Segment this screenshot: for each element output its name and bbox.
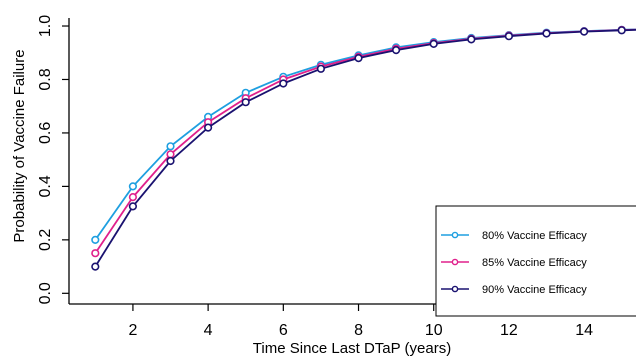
x-axis-title: Time Since Last DTaP (years) bbox=[253, 340, 451, 357]
y-tick-label: 0.0 bbox=[37, 282, 54, 304]
data-point bbox=[429, 39, 438, 49]
x-tick-label: 6 bbox=[279, 322, 288, 339]
y-tick-label: 0.6 bbox=[37, 122, 54, 144]
data-point bbox=[467, 35, 476, 44]
x-tick-label: 14 bbox=[575, 322, 593, 339]
legend-marker bbox=[451, 231, 459, 239]
y-tick-label: 0.8 bbox=[37, 68, 54, 90]
x-tick-label: 4 bbox=[204, 322, 213, 339]
data-point bbox=[166, 142, 175, 151]
legend-box bbox=[435, 205, 636, 317]
data-point bbox=[504, 32, 514, 41]
data-point bbox=[316, 64, 326, 73]
x-tick-label: 2 bbox=[128, 322, 137, 339]
y-tick-label: 0.4 bbox=[37, 175, 54, 197]
legend-entry-3: 90% Vaccine Efficacy bbox=[441, 284, 587, 296]
legend-label: 90% Vaccine Efficacy bbox=[482, 284, 587, 296]
legend-marker bbox=[451, 258, 459, 266]
data-point bbox=[91, 235, 100, 244]
series-layer bbox=[91, 25, 636, 271]
data-point bbox=[91, 249, 100, 258]
series-3 bbox=[91, 26, 636, 271]
y-tick-label: 1.0 bbox=[37, 15, 54, 37]
x-tick-label: 10 bbox=[425, 322, 443, 339]
data-point bbox=[579, 27, 589, 36]
legend-label: 80% Vaccine Efficacy bbox=[482, 230, 587, 242]
data-point bbox=[279, 79, 288, 88]
data-point bbox=[241, 98, 250, 107]
legend-entry-2: 85% Vaccine Efficacy bbox=[441, 257, 587, 269]
data-point bbox=[617, 26, 626, 35]
x-tick-label: 12 bbox=[500, 322, 518, 339]
legend-label: 85% Vaccine Efficacy bbox=[482, 257, 587, 269]
plot-area bbox=[91, 25, 636, 271]
series-line-3 bbox=[94, 28, 636, 268]
data-point bbox=[166, 156, 175, 166]
legend: 80% Vaccine Efficacy 85% Vaccine Efficacy… bbox=[435, 205, 636, 317]
legend-entry-1: 80% Vaccine Efficacy bbox=[441, 230, 587, 242]
data-point bbox=[166, 150, 175, 159]
data-point bbox=[392, 45, 401, 55]
data-point bbox=[354, 53, 363, 63]
y-axis-title: Probability of Vaccine Failure bbox=[11, 49, 28, 242]
data-point bbox=[128, 202, 137, 211]
data-point bbox=[128, 193, 137, 202]
x-tick-label: 8 bbox=[354, 322, 363, 339]
legend-marker bbox=[451, 285, 459, 293]
data-point bbox=[91, 262, 100, 271]
data-point bbox=[542, 29, 551, 38]
data-point bbox=[128, 182, 137, 191]
y-tick-label: 0.2 bbox=[37, 229, 54, 251]
data-point bbox=[204, 123, 213, 132]
y-axis-ticks: 0.0 0.2 0.4 0.6 0.8 1.0 bbox=[37, 15, 69, 304]
